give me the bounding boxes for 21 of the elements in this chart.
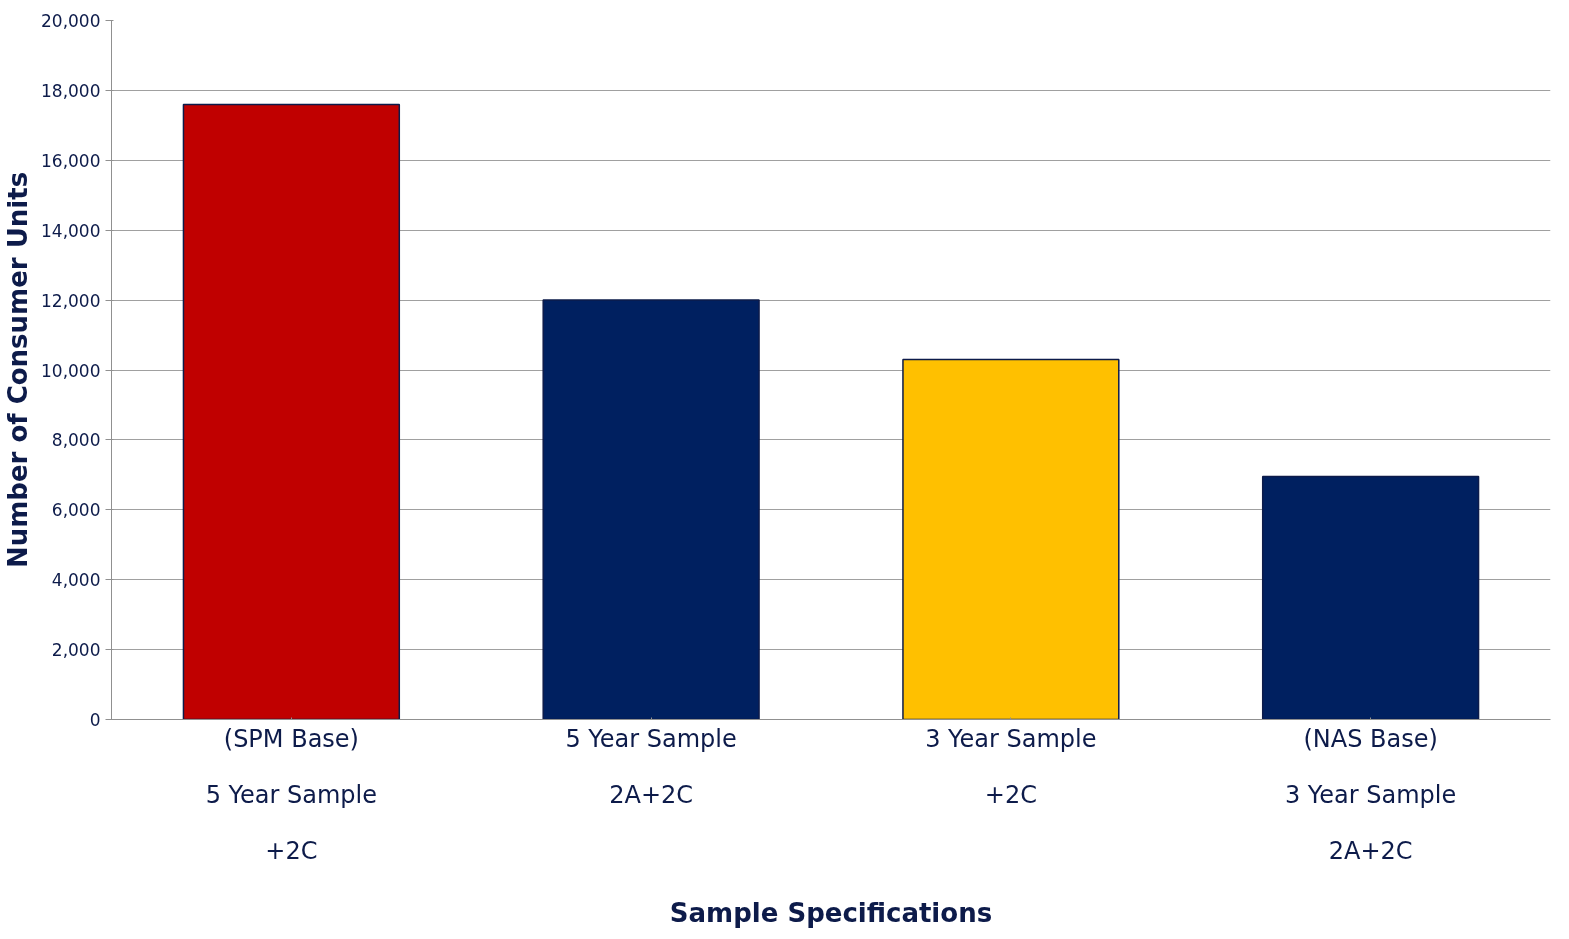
bar [542,299,760,720]
y-tick-label: 16,000 [41,150,101,171]
bar [182,103,401,720]
x-tick-label: (NAS Base) 3 Year Sample 2A+2C [1284,724,1457,865]
y-tick-label: 8,000 [51,430,101,451]
x-tick-label: 3 Year Sample +2C [925,724,1097,809]
bar [1261,475,1480,720]
y-tick-label: 0 [89,710,101,730]
x-tick-label: (SPM Base) 5 Year Sample +2C [205,724,378,865]
y-tick-label: 4,000 [51,570,101,591]
y-tick-label: 20,000 [41,11,101,31]
y-tick-label: 12,000 [41,290,101,311]
y-tick-label: 2,000 [51,640,101,661]
y-tick-label: 6,000 [51,500,101,521]
x-tick-label: 5 Year Sample 2A+2C [565,724,737,809]
y-axis-title: Number of Consumer Units [3,171,34,569]
bar [902,358,1120,720]
x-axis-title: Sample Specifications [669,897,993,928]
y-tick-label: 18,000 [41,80,101,101]
y-tick-label: 10,000 [41,360,101,381]
y-tick-label: 14,000 [41,220,101,241]
